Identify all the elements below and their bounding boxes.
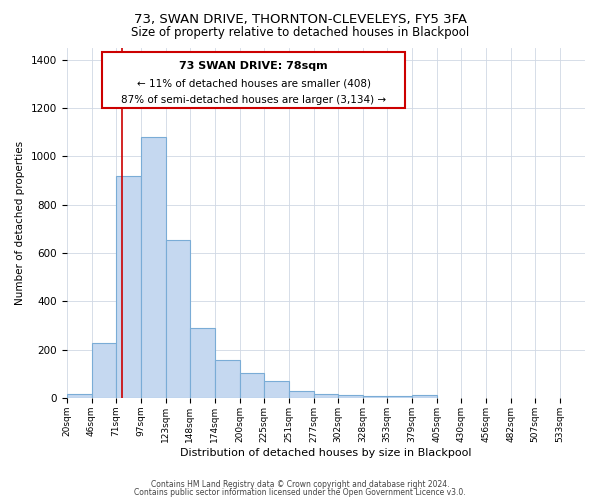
Text: 73 SWAN DRIVE: 78sqm: 73 SWAN DRIVE: 78sqm [179,62,328,72]
Bar [67,394,92,398]
Bar [166,240,190,398]
Text: Contains HM Land Registry data © Crown copyright and database right 2024.: Contains HM Land Registry data © Crown c… [151,480,449,489]
Text: Size of property relative to detached houses in Blackpool: Size of property relative to detached ho… [131,26,469,39]
Bar [289,392,314,398]
Bar [363,396,387,398]
Text: 73, SWAN DRIVE, THORNTON-CLEVELEYS, FY5 3FA: 73, SWAN DRIVE, THORNTON-CLEVELEYS, FY5 … [133,12,467,26]
Bar [387,396,412,398]
Bar [215,360,239,398]
Bar [140,137,166,398]
Bar [314,394,338,398]
Bar [239,372,264,398]
Bar [338,395,363,398]
Bar [190,328,215,398]
Bar [412,395,437,398]
X-axis label: Distribution of detached houses by size in Blackpool: Distribution of detached houses by size … [180,448,472,458]
Bar [92,343,116,398]
Bar [264,382,289,398]
Bar [116,176,140,398]
Text: ← 11% of detached houses are smaller (408): ← 11% of detached houses are smaller (40… [137,78,371,88]
Text: Contains public sector information licensed under the Open Government Licence v3: Contains public sector information licen… [134,488,466,497]
FancyBboxPatch shape [102,52,405,108]
Text: 87% of semi-detached houses are larger (3,134) →: 87% of semi-detached houses are larger (… [121,95,386,105]
Y-axis label: Number of detached properties: Number of detached properties [15,140,25,305]
